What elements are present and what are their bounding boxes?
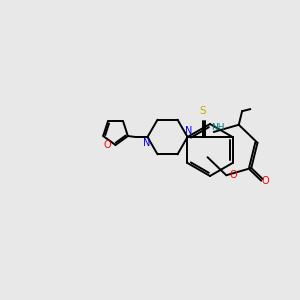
Text: S: S: [199, 106, 206, 116]
Text: NH: NH: [211, 123, 224, 132]
Text: N: N: [143, 138, 150, 148]
Text: O: O: [261, 176, 269, 186]
Text: N: N: [185, 126, 192, 136]
Text: O: O: [229, 170, 237, 180]
Text: O: O: [104, 140, 112, 150]
